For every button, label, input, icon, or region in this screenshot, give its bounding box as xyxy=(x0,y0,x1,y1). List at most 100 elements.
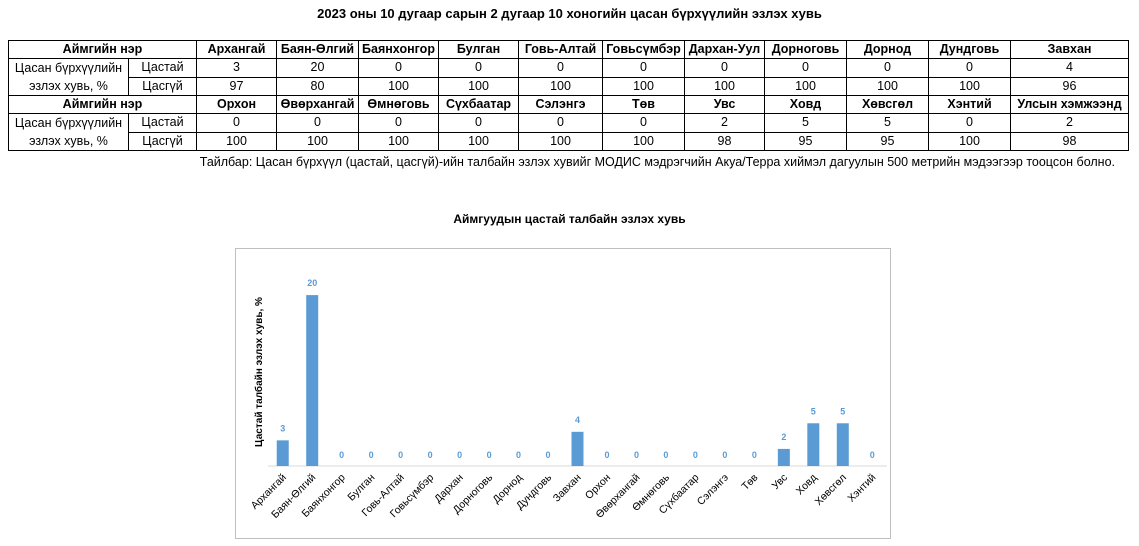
group-label: Цасан бүрхүүлийн эзлэх хувь, % xyxy=(8,58,129,96)
table-row: Цасгүй 100 100 100 100 100 100 98 95 95 100 98 xyxy=(9,131,1129,151)
data-label: 20 xyxy=(307,278,317,288)
column-header: Говьсүмбэр xyxy=(602,40,685,59)
bar xyxy=(276,440,289,466)
row-label-nosnow: Цасгүй xyxy=(128,131,197,151)
column-header: Дундговь xyxy=(928,40,1011,59)
table-row: Цасан бүрхүүлийн эзлэх хувь, % Цастай 3 20 0… xyxy=(8,58,1129,96)
row-label-snow: Цастай xyxy=(128,113,197,133)
row-label-snow: Цастай xyxy=(128,58,197,78)
column-header: Өмнөговь xyxy=(358,95,439,114)
table-cell: 80 xyxy=(276,76,359,96)
bar xyxy=(777,448,790,466)
table-cell: 0 xyxy=(518,113,603,133)
table-cell: 5 xyxy=(846,113,929,133)
data-label: 0 xyxy=(722,450,727,460)
data-label: 4 xyxy=(575,415,580,425)
table-cell: 0 xyxy=(684,58,765,78)
chart-title: Аймгуудын цастай талбайн эзлэх хувь xyxy=(453,212,686,226)
table-cell: 0 xyxy=(928,113,1011,133)
table-cell: 100 xyxy=(196,131,277,151)
data-label: 0 xyxy=(634,450,639,460)
data-label: 3 xyxy=(280,423,285,433)
table-cell: 100 xyxy=(358,76,439,96)
table-cell: 96 xyxy=(1010,76,1129,96)
bar-chart: Цастай талбайн эзлэх хувь, % 3Архангай20Б… xyxy=(249,278,887,521)
table-cell: 20 xyxy=(276,58,359,78)
data-label: 0 xyxy=(428,450,433,460)
data-label: 0 xyxy=(870,450,875,460)
group-label: Цасан бүрхүүлийн эзлэх хувь, % xyxy=(8,113,129,151)
data-label: 0 xyxy=(604,450,609,460)
snow-cover-table: Аймгийн нэр Архангай Баян-Өлгий Баянхонгор Б… xyxy=(8,40,1129,151)
x-tick-label: Хөвсгөл xyxy=(813,472,849,508)
table-cell: 95 xyxy=(764,131,847,151)
table-cell: 0 xyxy=(438,113,519,133)
bar xyxy=(306,295,319,466)
table-header-row: Аймгийн нэр Архангай Баян-Өлгий Баянхонгор Б… xyxy=(8,40,1129,59)
table-cell: 3 xyxy=(196,58,277,78)
table-cell: 2 xyxy=(1010,113,1129,133)
column-header: Хэнтий xyxy=(928,95,1011,114)
table-cell: 0 xyxy=(928,58,1011,78)
table-cell: 0 xyxy=(438,58,519,78)
data-label: 5 xyxy=(840,406,845,416)
table-header-row: Аймгийн нэр Орхон Өвөрхангай Өмнөговь Сүхбаа… xyxy=(8,95,1129,114)
table-row: Цасгүй 97 80 100 100 100 100 100 100 100 100 96 xyxy=(9,76,1129,96)
table-cell: 5 xyxy=(764,113,847,133)
table-cell: 100 xyxy=(602,131,685,151)
column-header: Ховд xyxy=(764,95,847,114)
table-cell: 0 xyxy=(602,113,685,133)
table-cell: 4 xyxy=(1010,58,1129,78)
x-tick-label: Сэлэнгэ xyxy=(695,472,731,508)
table-cell: 0 xyxy=(358,58,439,78)
column-header: Хөвсгөл xyxy=(846,95,929,114)
column-header: Сүхбаатар xyxy=(438,95,519,114)
column-header: Архангай xyxy=(196,40,277,59)
y-axis-label: Цастай талбайн эзлэх хувь, % xyxy=(253,297,265,447)
table-cell: 100 xyxy=(602,76,685,96)
table-cell: 100 xyxy=(518,131,603,151)
table-cell: 100 xyxy=(358,131,439,151)
table-cell: 100 xyxy=(846,76,929,96)
column-header: Булган xyxy=(438,40,519,59)
table-cell: 100 xyxy=(438,76,519,96)
bar xyxy=(807,423,820,466)
data-label: 0 xyxy=(693,450,698,460)
data-label: 0 xyxy=(369,450,374,460)
column-header: Дорноговь xyxy=(764,40,847,59)
table-cell: 98 xyxy=(1010,131,1129,151)
column-header: Баянхонгор xyxy=(358,40,439,59)
data-label: 0 xyxy=(339,450,344,460)
table-cell: 100 xyxy=(764,76,847,96)
data-label: 2 xyxy=(781,432,786,442)
table-cell: 98 xyxy=(684,131,765,151)
header-label: Аймгийн нэр xyxy=(8,95,197,114)
table-row: Цасан бүрхүүлийн эзлэх хувь, % Цастай 0 0 0 0… xyxy=(8,113,1129,151)
column-header: Орхон xyxy=(196,95,277,114)
table-cell: 0 xyxy=(518,58,603,78)
table-cell: 100 xyxy=(684,76,765,96)
table-cell: 100 xyxy=(518,76,603,96)
table-cell: 0 xyxy=(846,58,929,78)
table-cell: 0 xyxy=(764,58,847,78)
column-header: Дархан-Уул xyxy=(684,40,765,59)
table-cell: 2 xyxy=(684,113,765,133)
column-header: Өвөрхангай xyxy=(276,95,359,114)
x-tick-label: Ховд xyxy=(794,472,820,498)
column-header: Сэлэнгэ xyxy=(518,95,603,114)
column-header: Дорнод xyxy=(846,40,929,59)
table-cell: 100 xyxy=(928,76,1011,96)
x-tick-label: Төв xyxy=(739,471,760,492)
page-title: 2023 оны 10 дугаар сарын 2 дугаар 10 хон… xyxy=(317,6,822,21)
x-tick-label: Увс xyxy=(770,472,790,492)
bar xyxy=(571,431,584,466)
column-header: Төв xyxy=(602,95,685,114)
column-header: Завхан xyxy=(1010,40,1129,59)
chart-frame xyxy=(235,248,891,539)
data-label: 0 xyxy=(457,450,462,460)
table-cell: 97 xyxy=(196,76,277,96)
table-cell: 0 xyxy=(358,113,439,133)
column-header: Говь-Алтай xyxy=(518,40,603,59)
data-label: 0 xyxy=(487,450,492,460)
table-cell: 0 xyxy=(276,113,359,133)
